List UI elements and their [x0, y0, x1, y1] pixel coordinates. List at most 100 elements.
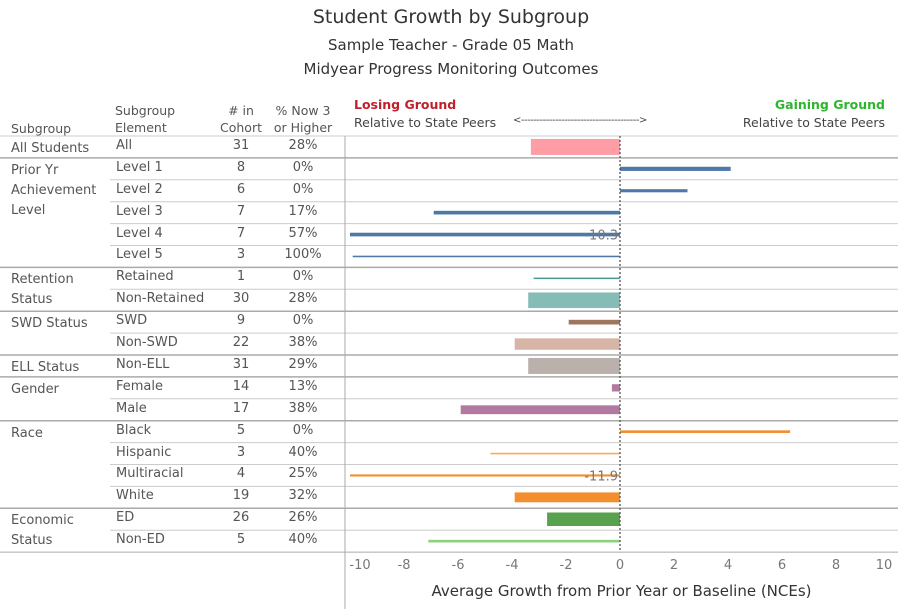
x-tick-label: 4	[724, 558, 732, 573]
column-header-cohort-line1: # in	[228, 103, 254, 118]
column-header-pct-line1: % Now 3	[275, 103, 331, 118]
row-cohort-count: 1	[236, 269, 246, 285]
x-axis-title: Average Growth from Prior Year or Baseli…	[431, 582, 812, 600]
x-tick-label: -4	[506, 558, 519, 573]
row-element-label: Black	[116, 422, 152, 438]
x-tick-label: 6	[778, 558, 786, 573]
bar-black	[620, 430, 791, 433]
row-element-label: Level 4	[116, 225, 163, 241]
row-pct-level3: 100%	[284, 247, 322, 263]
bar-non-retained	[528, 292, 620, 309]
row-pct-level3: 29%	[288, 356, 318, 372]
legend-arrow: <-------------------------------------->	[513, 115, 647, 126]
row-pct-level3: 17%	[288, 203, 318, 219]
bar-overflow-label: -11.9	[584, 469, 618, 484]
row-pct-level3: 26%	[288, 510, 318, 526]
bar-overflow-label: -10.3	[584, 229, 618, 244]
row-element-label: Female	[116, 378, 164, 394]
legend-relative-left: Relative to State Peers	[354, 115, 497, 130]
row-cohort-count: 5	[236, 532, 246, 548]
row-pct-level3: 28%	[288, 291, 318, 307]
column-header-subgroup: Subgroup	[11, 121, 72, 136]
row-pct-level3: 38%	[288, 335, 318, 351]
group-label: Economic Status	[11, 513, 74, 549]
bar-white	[514, 492, 620, 503]
row-pct-level3: 40%	[288, 532, 318, 548]
group-label: Prior Yr Achievement Level	[11, 162, 97, 218]
bar-level-4	[350, 232, 620, 237]
row-pct-level3: 0%	[292, 159, 314, 175]
row-cohort-count: 31	[232, 137, 250, 153]
column-header-pct-line2: or Higher	[273, 120, 333, 135]
bar-male	[460, 405, 620, 415]
group-label: Retention Status	[11, 272, 74, 308]
row-pct-level3: 25%	[288, 466, 318, 482]
row-cohort-count: 5	[236, 422, 246, 438]
chart-title: Student Growth by Subgroup	[312, 6, 590, 28]
bar-non-swd	[514, 338, 620, 350]
bar-level-5	[352, 255, 620, 258]
group-label: Gender	[11, 381, 59, 397]
row-cohort-count: 17	[232, 400, 250, 416]
row-pct-level3: 28%	[288, 137, 318, 153]
row-element-label: Level 2	[116, 181, 163, 197]
group-label: All Students	[11, 141, 90, 156]
row-cohort-count: 26	[232, 510, 250, 526]
row-pct-level3: 0%	[292, 181, 314, 197]
row-cohort-count: 4	[236, 466, 246, 482]
row-cohort-count: 9	[236, 313, 246, 329]
column-header-element-line1: Subgroup	[115, 103, 176, 118]
legend-relative-right: Relative to State Peers	[742, 115, 885, 130]
row-element-label: All	[116, 137, 133, 153]
group-label: ELL Status	[11, 360, 80, 375]
row-cohort-count: 22	[232, 335, 250, 351]
row-element-label: Retained	[116, 269, 174, 285]
bar-all	[530, 138, 620, 155]
group-label: SWD Status	[11, 316, 88, 332]
row-element-label: Non-ED	[116, 532, 165, 548]
row-pct-level3: 0%	[292, 313, 314, 329]
row-pct-level3: 40%	[288, 444, 318, 460]
column-header-pct: % Now 3 or Higher	[272, 102, 334, 136]
x-tick-label: -10	[349, 558, 370, 573]
row-element-label: Multiracial	[116, 466, 184, 482]
bar-female	[611, 384, 620, 392]
row-cohort-count: 7	[236, 225, 246, 241]
row-pct-level3: 0%	[292, 422, 314, 438]
bar-retained	[533, 277, 620, 280]
row-element-label: Level 1	[116, 159, 163, 175]
x-tick-label: -2	[560, 558, 573, 573]
bar-level-2	[620, 189, 688, 193]
row-cohort-count: 30	[232, 291, 250, 307]
row-pct-level3: 32%	[288, 488, 318, 504]
row-cohort-count: 31	[232, 356, 250, 372]
column-header-element: Subgroup Element	[115, 102, 175, 136]
row-cohort-count: 3	[236, 444, 246, 460]
bar-multiracial	[350, 474, 620, 477]
row-pct-level3: 57%	[288, 225, 318, 241]
x-tick-label: -8	[398, 558, 411, 573]
row-cohort-count: 7	[236, 203, 246, 219]
row-pct-level3: 0%	[292, 269, 314, 285]
x-tick-label: 2	[670, 558, 678, 573]
column-header-cohort-line2: Cohort	[220, 120, 262, 135]
row-pct-level3: 13%	[288, 378, 318, 394]
row-element-label: Hispanic	[116, 444, 172, 460]
bar-level-1	[620, 166, 731, 171]
row-element-label: White	[116, 488, 154, 504]
bar-non-ed	[428, 539, 620, 543]
row-element-label: SWD	[116, 313, 148, 329]
group-label: Race	[11, 425, 43, 441]
bar-swd	[568, 319, 620, 325]
row-element-label: Level 3	[116, 203, 163, 219]
legend-gaining-ground: Gaining Ground	[774, 97, 885, 112]
column-header-element-line2: Element	[115, 120, 167, 135]
row-element-label: Level 5	[116, 247, 163, 263]
row-cohort-count: 3	[236, 247, 246, 263]
row-pct-level3: 38%	[288, 400, 318, 416]
legend-losing-ground: Losing Ground	[354, 97, 457, 112]
row-element-label: ED	[116, 510, 135, 526]
row-element-label: Non-Retained	[116, 291, 205, 307]
column-header-cohort: # in Cohort	[215, 102, 267, 136]
